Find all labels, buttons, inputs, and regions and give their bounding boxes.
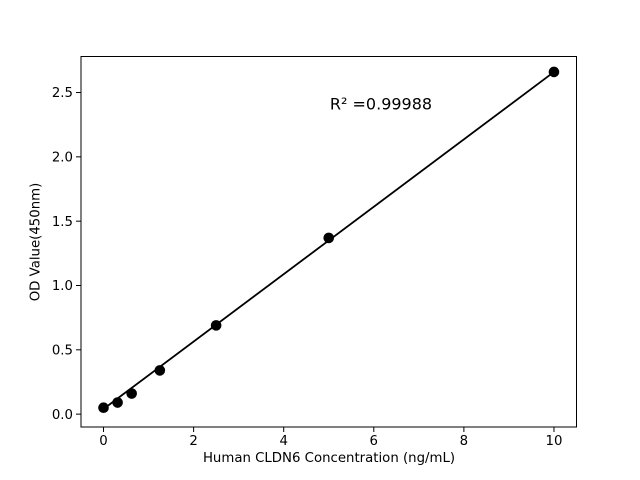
- r-squared-annotation: R² =0.99988: [329, 94, 433, 114]
- x-tick-label: 10: [546, 434, 563, 449]
- y-axis-label: OD Value(450nm): [28, 182, 44, 302]
- y-tick-label: 0.5: [52, 344, 73, 359]
- data-point: [323, 232, 335, 244]
- x-tick-label: 8: [460, 434, 468, 449]
- data-point: [126, 388, 137, 399]
- data-point: [154, 365, 166, 376]
- x-tick-label: 2: [189, 434, 197, 449]
- y-tick-label: 1.5: [52, 215, 73, 230]
- y-tick-label: 1.0: [52, 279, 73, 294]
- x-axis-label: Human CLDN6 Concentration (ng/mL): [202, 451, 456, 466]
- data-point: [548, 66, 560, 78]
- x-tick-label: 6: [370, 434, 378, 449]
- x-tick-label: 4: [279, 434, 287, 449]
- x-tick-label: 0: [99, 434, 107, 449]
- axes-border: [80, 56, 577, 428]
- data-point: [112, 397, 123, 408]
- data-point: [98, 402, 109, 414]
- data-point: [210, 320, 222, 331]
- y-tick-label: 0.0: [52, 408, 73, 423]
- y-tick-label: 2.0: [52, 151, 73, 166]
- y-tick-label: 2.5: [52, 86, 73, 101]
